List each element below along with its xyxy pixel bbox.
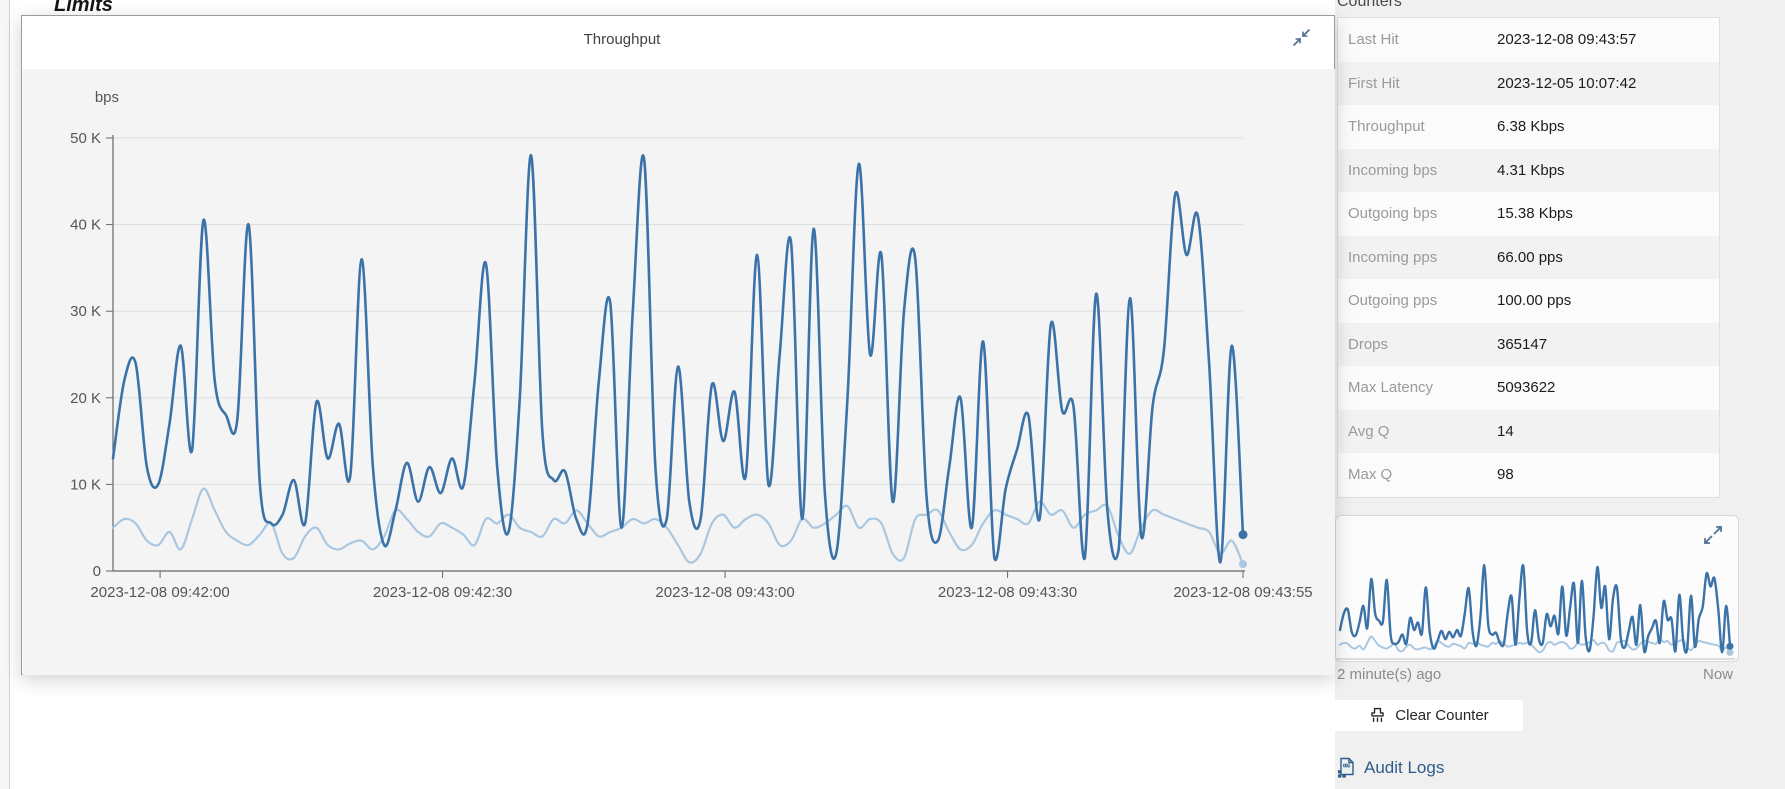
counter-value: 66.00 pps [1497,248,1563,266]
counter-row: Throughput 6.38 Kbps [1338,105,1719,149]
counter-label: Max Q [1348,466,1393,484]
modal-header: Throughput [22,16,1334,69]
preview-time-range: 2 minute(s) ago Now [1335,666,1739,683]
clear-icon [1369,707,1386,724]
counter-row: Avg Q 14 [1338,409,1719,453]
counter-value: 100.00 pps [1497,292,1572,310]
audit-logs-icon: LOG [1337,757,1356,778]
expand-icon[interactable] [1702,524,1724,546]
counter-value: 98 [1497,466,1514,484]
svg-text:30 K: 30 K [70,303,101,320]
counter-label: Outgoing bps [1348,205,1438,223]
counter-row: Last Hit 2023-12-08 09:43:57 [1338,18,1719,62]
counter-label: Outgoing pps [1348,292,1438,310]
counter-row: Drops 365147 [1338,322,1719,366]
audit-logs-label: Audit Logs [1364,757,1445,777]
section-heading-limits: Limits [54,0,113,16]
chart-plot-area[interactable]: 0 10 K 20 K 30 K 40 K 50 K 2023-12-08 09:42:00… [23,69,1335,675]
counter-value: 6.38 Kbps [1497,118,1565,136]
svg-text:40 K: 40 K [70,217,101,234]
svg-text:20 K: 20 K [70,390,101,407]
counter-value: 5093622 [1497,379,1556,397]
counters-panel: Counters Last Hit 2023-12-08 09:43:57 Firs… [1335,0,1785,789]
counter-label: Incoming pps [1348,248,1438,266]
counter-label: Incoming bps [1348,161,1438,179]
svg-text:10 K: 10 K [70,476,101,493]
svg-text:2023-12-08 09:42:30: 2023-12-08 09:42:30 [373,584,512,601]
svg-text:2023-12-08 09:43:00: 2023-12-08 09:43:00 [655,584,794,601]
counter-value: 4.31 Kbps [1497,161,1565,179]
svg-text:0: 0 [93,563,101,580]
throughput-sparkline[interactable] [1337,556,1735,660]
counter-value: 15.38 Kbps [1497,205,1573,223]
counter-label: First Hit [1348,74,1400,92]
counter-row: Max Latency 5093622 [1338,366,1719,410]
counter-label: Last Hit [1348,31,1399,49]
throughput-chart-modal: Throughput 0 10 K 20 K 30 K 40 K 50 K 2023-12-… [21,15,1335,675]
counter-row: Outgoing pps 100.00 pps [1338,279,1719,323]
preview-end-label: Now [1702,666,1733,683]
clear-counter-button[interactable]: Clear Counter [1335,700,1523,731]
counter-value: 14 [1497,422,1514,440]
collapse-icon[interactable] [1291,27,1312,48]
counter-row: Outgoing bps 15.38 Kbps [1338,192,1719,236]
preview-start-label: 2 minute(s) ago [1337,666,1442,683]
counter-row: Incoming bps 4.31 Kbps [1338,148,1719,192]
counters-heading: Counters [1337,0,1402,10]
counter-label: Max Latency [1348,379,1434,397]
audit-logs-link[interactable]: LOG Audit Logs [1337,757,1444,778]
counter-value: 365147 [1497,335,1548,353]
svg-text:50 K: 50 K [70,130,101,147]
svg-text:2023-12-08 09:43:30: 2023-12-08 09:43:30 [938,584,1077,601]
svg-text:2023-12-08 09:42:00: 2023-12-08 09:42:00 [90,584,229,601]
counter-row: First Hit 2023-12-05 10:07:42 [1338,61,1719,105]
throughput-preview-card[interactable] [1335,515,1739,662]
counter-value: 2023-12-08 09:43:57 [1497,31,1637,49]
svg-text:2023-12-08 09:43:55: 2023-12-08 09:43:55 [1173,584,1312,601]
counter-label: Drops [1348,335,1389,353]
counter-row: Incoming pps 66.00 pps [1338,235,1719,279]
counter-label: Avg Q [1348,422,1390,440]
counters-table: Last Hit 2023-12-08 09:43:57 First Hit 2023… [1337,17,1720,498]
svg-text:LOG: LOG [1344,764,1352,768]
counter-value: 2023-12-05 10:07:42 [1497,74,1637,92]
counter-row: Max Q 98 [1338,453,1719,497]
svg-text:bps: bps [95,89,119,106]
left-panel-edge [0,0,10,789]
chart-title: Throughput [583,31,661,48]
main-chart-svg[interactable]: 0 10 K 20 K 30 K 40 K 50 K 2023-12-08 09:42:00… [23,69,1335,675]
counter-label: Throughput [1348,118,1425,136]
clear-counter-label: Clear Counter [1395,707,1489,724]
